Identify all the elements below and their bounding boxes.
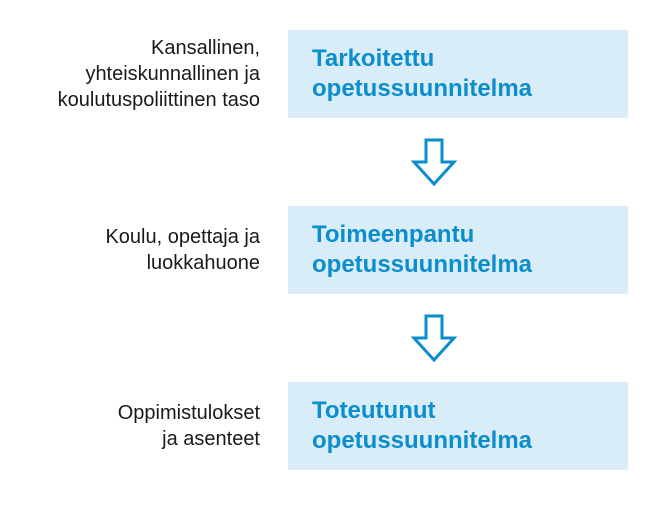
label-line: yhteiskunnallinen ja	[85, 63, 260, 85]
arrow-path	[414, 140, 454, 184]
level-3-box: Toteutunut opetussuunnitelma	[288, 382, 628, 470]
level-2-box: Toimeenpantu opetussuunnitelma	[288, 206, 628, 294]
level-row-3: Oppimistulokset ja asenteet Toteutunut o…	[0, 382, 641, 470]
label-line: Oppimistulokset	[118, 402, 260, 424]
level-1-label: Kansallinen, yhteiskunnallinen ja koulut…	[0, 35, 260, 113]
level-3-label: Oppimistulokset ja asenteet	[0, 400, 260, 452]
label-line: koulutuspoliittinen taso	[58, 89, 260, 111]
level-row-1: Kansallinen, yhteiskunnallinen ja koulut…	[0, 30, 641, 118]
box-heading-line: opetussuunnitelma	[312, 74, 604, 104]
arrow-1-row	[0, 136, 641, 188]
box-heading-line: Toteutunut	[312, 396, 604, 426]
box-heading-line: Toimeenpantu	[312, 220, 604, 250]
label-line: ja asenteet	[162, 428, 260, 450]
box-heading-line: opetussuunnitelma	[312, 250, 604, 280]
diagram-wrap: Kansallinen, yhteiskunnallinen ja koulut…	[0, 0, 661, 500]
level-2-label: Koulu, opettaja ja luokkahuone	[0, 224, 260, 276]
down-arrow-icon	[410, 136, 458, 188]
arrow-path	[414, 316, 454, 360]
box-heading-line: opetussuunnitelma	[312, 426, 604, 456]
arrow-2-row	[0, 312, 641, 364]
label-line: luokkahuone	[147, 252, 260, 274]
level-row-2: Koulu, opettaja ja luokkahuone Toimeenpa…	[0, 206, 641, 294]
level-1-box: Tarkoitettu opetussuunnitelma	[288, 30, 628, 118]
label-line: Kansallinen,	[151, 37, 260, 59]
label-line: Koulu, opettaja ja	[105, 226, 260, 248]
box-heading-line: Tarkoitettu	[312, 44, 604, 74]
down-arrow-icon	[410, 312, 458, 364]
